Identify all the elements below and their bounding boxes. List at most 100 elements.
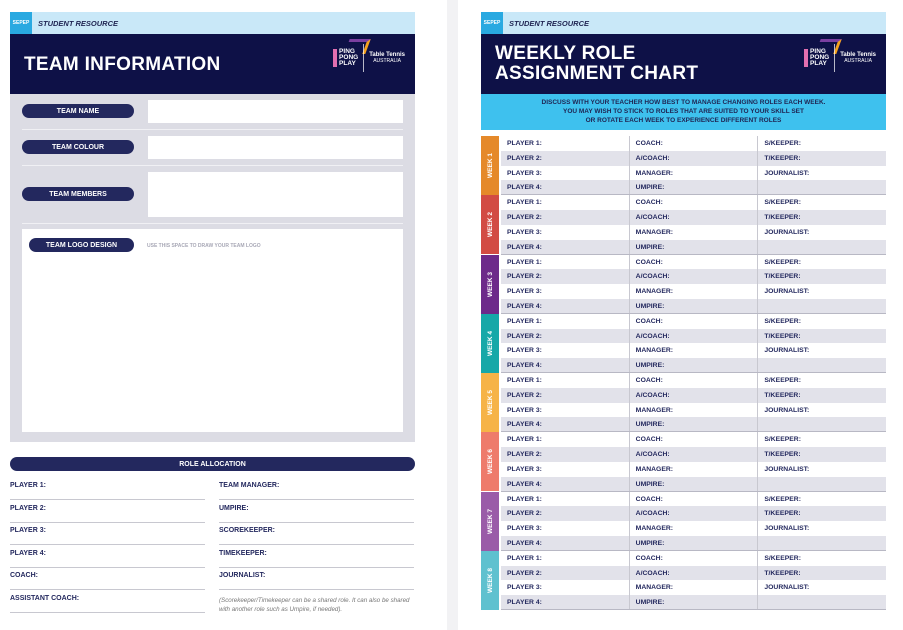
role-cell[interactable]: PLAYER 4: — [501, 298, 630, 314]
role-cell[interactable] — [758, 536, 886, 551]
role-cell[interactable]: JOURNALIST: — [764, 406, 810, 414]
role-line[interactable]: SCOREKEEPER: — [219, 523, 414, 545]
role-cell[interactable]: PLAYER 2: — [501, 210, 630, 225]
role-cell[interactable]: PLAYER 1: — [501, 195, 630, 211]
role-cell[interactable]: PLAYER 1: — [501, 254, 630, 270]
role-cell[interactable]: PLAYER 3: — [501, 343, 630, 359]
role-cell[interactable]: T/KEEPER: — [764, 214, 801, 222]
role-line[interactable]: ASSISTANT COACH: — [10, 591, 205, 613]
role-cell[interactable]: S/KEEPER: — [764, 436, 801, 444]
role-cell[interactable]: JOURNALIST: — [764, 584, 810, 592]
role-cell[interactable]: JOURNALIST: — [764, 169, 810, 177]
role-cell[interactable]: COACH: — [630, 432, 759, 448]
role-cell[interactable]: UMPIRE: — [630, 358, 759, 373]
role-cell[interactable]: PLAYER 1: — [501, 491, 630, 507]
role-cell[interactable]: UMPIRE: — [630, 476, 759, 492]
role-cell[interactable]: UMPIRE: — [630, 535, 759, 551]
role-cell[interactable]: PLAYER 4: — [501, 535, 630, 551]
role-cell[interactable]: PLAYER 1: — [501, 432, 630, 448]
role-cell[interactable]: COACH: — [630, 550, 759, 566]
role-cell[interactable]: COACH: — [630, 313, 759, 329]
role-cell[interactable]: A/COACH: — [630, 447, 759, 462]
role-cell[interactable]: PLAYER 1: — [501, 550, 630, 566]
role-cell[interactable]: A/COACH: — [630, 150, 759, 166]
role-cell[interactable] — [758, 240, 886, 255]
role-cell[interactable]: JOURNALIST: — [764, 228, 810, 236]
role-cell[interactable]: PLAYER 3: — [501, 402, 630, 418]
role-cell[interactable]: MANAGER: — [630, 461, 759, 477]
role-cell[interactable]: S/KEEPER: — [764, 495, 801, 503]
role-cell[interactable] — [758, 358, 886, 373]
role-cell[interactable]: PLAYER 4: — [501, 595, 630, 610]
role-line[interactable]: UMPIRE: — [219, 501, 414, 523]
role-cell[interactable]: PLAYER 2: — [501, 447, 630, 462]
role-cell[interactable]: A/COACH: — [630, 328, 759, 344]
team-colour-field[interactable] — [148, 136, 403, 159]
role-line[interactable]: COACH: — [10, 568, 205, 590]
role-cell[interactable]: T/KEEPER: — [764, 451, 801, 459]
role-cell[interactable]: UMPIRE: — [630, 417, 759, 433]
role-line[interactable]: PLAYER 2: — [10, 501, 205, 523]
role-cell[interactable] — [758, 417, 886, 432]
role-cell[interactable]: PLAYER 1: — [501, 313, 630, 329]
role-cell[interactable]: UMPIRE: — [630, 180, 759, 196]
role-cell[interactable]: PLAYER 3: — [501, 521, 630, 536]
role-cell[interactable]: MANAGER: — [630, 224, 759, 240]
role-cell[interactable]: PLAYER 4: — [501, 239, 630, 255]
role-cell[interactable]: T/KEEPER: — [764, 510, 801, 518]
role-cell[interactable]: MANAGER: — [630, 580, 759, 596]
role-cell[interactable]: T/KEEPER: — [764, 273, 801, 281]
team-members-field[interactable] — [148, 172, 403, 217]
team-logo-drawing-area[interactable]: TEAM LOGO DESIGN USE THIS SPACE TO DRAW … — [22, 229, 403, 432]
role-cell[interactable]: PLAYER 3: — [501, 165, 630, 181]
role-cell[interactable]: T/KEEPER: — [764, 569, 801, 577]
role-cell[interactable]: COACH: — [630, 136, 759, 151]
role-cell[interactable]: JOURNALIST: — [764, 465, 810, 473]
role-cell[interactable]: PLAYER 4: — [501, 476, 630, 492]
role-cell[interactable]: S/KEEPER: — [764, 258, 801, 266]
role-cell[interactable]: COACH: — [630, 254, 759, 270]
role-cell[interactable]: T/KEEPER: — [764, 332, 801, 340]
role-cell[interactable]: MANAGER: — [630, 343, 759, 359]
role-cell[interactable]: T/KEEPER: — [764, 391, 801, 399]
role-line[interactable]: JOURNALIST: — [219, 568, 414, 590]
role-cell[interactable]: PLAYER 2: — [501, 506, 630, 522]
role-cell[interactable]: PLAYER 3: — [501, 284, 630, 299]
role-cell[interactable]: PLAYER 3: — [501, 461, 630, 477]
role-cell[interactable]: S/KEEPER: — [764, 554, 801, 562]
role-cell[interactable]: COACH: — [630, 373, 759, 388]
role-cell[interactable]: PLAYER 4: — [501, 358, 630, 373]
role-cell[interactable]: T/KEEPER: — [764, 154, 801, 162]
role-cell[interactable]: MANAGER: — [630, 521, 759, 536]
role-cell[interactable] — [758, 595, 886, 610]
role-line[interactable]: PLAYER 3: — [10, 523, 205, 545]
role-cell[interactable]: PLAYER 2: — [501, 387, 630, 403]
role-cell[interactable]: S/KEEPER: — [764, 199, 801, 207]
role-cell[interactable]: MANAGER: — [630, 402, 759, 418]
role-cell[interactable]: UMPIRE: — [630, 239, 759, 255]
role-cell[interactable]: A/COACH: — [630, 387, 759, 403]
role-cell[interactable]: PLAYER 4: — [501, 180, 630, 196]
role-cell[interactable]: S/KEEPER: — [764, 317, 801, 325]
role-cell[interactable]: JOURNALIST: — [764, 288, 810, 296]
role-cell[interactable]: PLAYER 2: — [501, 150, 630, 166]
role-cell[interactable]: PLAYER 3: — [501, 580, 630, 596]
role-cell[interactable]: UMPIRE: — [630, 298, 759, 314]
role-cell[interactable]: A/COACH: — [630, 269, 759, 285]
team-name-field[interactable] — [148, 100, 403, 123]
role-cell[interactable]: PLAYER 2: — [501, 269, 630, 285]
role-cell[interactable]: MANAGER: — [630, 165, 759, 181]
role-cell[interactable] — [758, 180, 886, 195]
role-cell[interactable]: PLAYER 1: — [501, 373, 630, 388]
role-cell[interactable]: A/COACH: — [630, 210, 759, 225]
role-cell[interactable]: PLAYER 3: — [501, 224, 630, 240]
role-cell[interactable]: PLAYER 1: — [501, 136, 630, 151]
role-cell[interactable] — [758, 477, 886, 492]
role-cell[interactable]: PLAYER 4: — [501, 417, 630, 433]
role-cell[interactable]: UMPIRE: — [630, 595, 759, 610]
role-cell[interactable]: A/COACH: — [630, 565, 759, 581]
role-cell[interactable]: MANAGER: — [630, 284, 759, 299]
role-cell[interactable]: JOURNALIST: — [764, 347, 810, 355]
role-cell[interactable]: A/COACH: — [630, 506, 759, 522]
role-cell[interactable]: S/KEEPER: — [764, 140, 801, 147]
